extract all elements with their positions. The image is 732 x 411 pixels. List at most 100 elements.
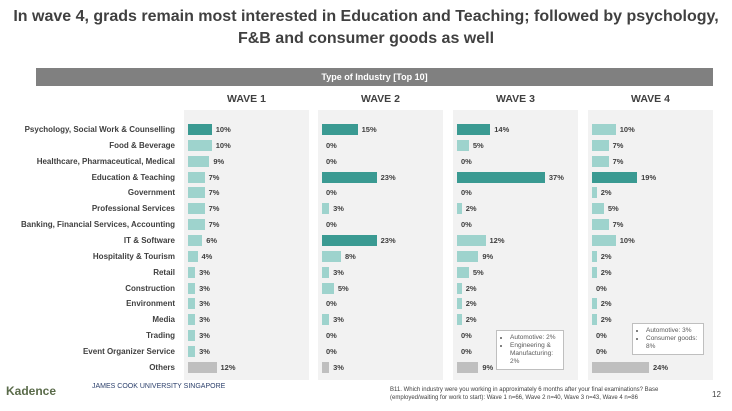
category-label: Banking, Financial Services, Accounting <box>21 220 175 230</box>
note-item: Automotive: 3% <box>646 327 699 335</box>
bar <box>592 171 638 183</box>
value-label: 8% <box>345 251 356 261</box>
value-label: 3% <box>199 267 210 277</box>
value-label: 37% <box>548 172 564 182</box>
value-label: 10% <box>215 140 231 150</box>
category-label: IT & Software <box>123 235 175 245</box>
value-label: 12% <box>489 235 505 245</box>
bar <box>322 203 330 215</box>
category-label: Government <box>127 188 175 198</box>
value-label: 5% <box>472 267 484 277</box>
value-label: 3% <box>199 346 210 356</box>
value-label: 0% <box>461 346 472 356</box>
value-label: 3% <box>199 315 210 325</box>
value-label: 2% <box>465 315 477 325</box>
bar <box>322 171 377 183</box>
bar <box>592 124 616 135</box>
category-label: Healthcare, Pharmaceutical, Medical <box>36 156 175 166</box>
note-item: Consumer goods: 8% <box>646 335 699 351</box>
value-label: 2% <box>600 267 612 277</box>
jcu-logo: JAMES COOK UNIVERSITY SINGAPORE <box>92 383 226 390</box>
value-label: 9% <box>482 251 494 261</box>
wave-header: WAVE 1 <box>227 93 266 105</box>
value-label: 3% <box>333 204 344 214</box>
bar <box>322 282 334 294</box>
kadence-logo: Kadence <box>6 384 57 398</box>
value-label: 7% <box>208 188 220 198</box>
bar <box>457 314 462 326</box>
bar <box>457 282 462 294</box>
wave-header: WAVE 3 <box>496 93 535 105</box>
value-label: 12% <box>220 362 236 372</box>
value-label: 14% <box>494 125 510 134</box>
value-label: 2% <box>465 299 477 309</box>
bar <box>322 361 330 373</box>
value-label: 23% <box>380 235 396 245</box>
bar <box>188 234 203 246</box>
value-label: 0% <box>326 220 337 230</box>
value-label: 15% <box>361 125 377 134</box>
bar <box>592 187 597 199</box>
category-label: Professional Services <box>91 204 175 214</box>
footnote: B11. Which industry were you working in … <box>390 387 659 401</box>
wave-header: WAVE 4 <box>631 93 670 105</box>
category-label: Construction <box>125 283 175 293</box>
bar <box>322 314 330 326</box>
bar <box>457 203 462 215</box>
value-label: 24% <box>653 362 669 372</box>
bar <box>188 187 205 199</box>
bar <box>592 250 597 262</box>
bar <box>592 298 597 310</box>
bar <box>457 361 479 373</box>
note-box: Automotive: 2%Engineering & Manufacturin… <box>496 330 564 370</box>
bar <box>188 219 205 231</box>
bar <box>457 298 462 310</box>
value-label: 19% <box>641 172 657 182</box>
value-label: 0% <box>596 283 607 293</box>
category-label: Trading <box>146 331 175 341</box>
bar <box>322 266 330 278</box>
bar <box>592 234 616 246</box>
bar <box>322 234 377 246</box>
value-label: 10% <box>215 125 231 134</box>
category-label: Others <box>149 362 175 372</box>
bar <box>592 314 597 326</box>
value-label: 6% <box>206 235 218 245</box>
value-label: 5% <box>472 140 484 150</box>
category-label: Education & Teaching <box>91 172 175 182</box>
bar <box>188 124 212 135</box>
category-label: Retail <box>153 267 175 277</box>
bar <box>457 266 469 278</box>
value-label: 9% <box>482 362 494 372</box>
category-label: Event Organizer Service <box>82 346 175 356</box>
category-label: Media <box>152 315 175 325</box>
value-label: 9% <box>213 156 225 166</box>
bar <box>188 139 212 151</box>
value-label: 2% <box>600 251 612 261</box>
bar <box>188 314 196 326</box>
slide-title: In wave 4, grads remain most interested … <box>13 8 719 47</box>
type-of-industry-banner: Type of Industry [Top 10] <box>36 68 713 86</box>
value-label: 0% <box>461 156 472 166</box>
value-label: 0% <box>461 188 472 198</box>
wave-panel <box>184 110 309 380</box>
value-label: 0% <box>326 156 337 166</box>
value-label: 0% <box>326 331 337 341</box>
value-label: 3% <box>199 299 210 309</box>
note-box: Automotive: 3%Consumer goods: 8% <box>632 323 704 355</box>
bar <box>188 155 210 167</box>
note-item: Engineering & Manufacturing: 2% <box>510 342 559 366</box>
value-label: 0% <box>596 346 607 356</box>
bar <box>457 250 479 262</box>
value-label: 3% <box>333 315 344 325</box>
value-label: 7% <box>612 140 624 150</box>
value-label: 0% <box>326 140 337 150</box>
value-label: 0% <box>326 346 337 356</box>
value-label: 2% <box>600 299 612 309</box>
value-label: 7% <box>612 156 624 166</box>
category-label: Hospitality & Tourism <box>92 251 175 261</box>
value-label: 7% <box>612 220 624 230</box>
value-label: 23% <box>380 172 396 182</box>
value-label: 3% <box>333 267 344 277</box>
value-label: 7% <box>208 172 220 182</box>
